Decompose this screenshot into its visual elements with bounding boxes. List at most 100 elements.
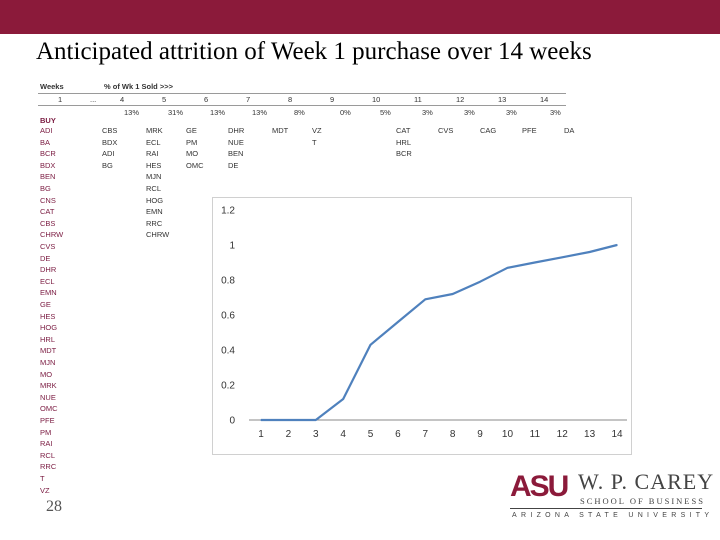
slide-title: Anticipated attrition of Week 1 purchase… [36, 38, 592, 65]
y-tick-label: 0.4 [221, 346, 235, 357]
asu-logo-mark: ASU [510, 470, 569, 503]
title-bar [0, 0, 720, 34]
y-tick-label: 1 [229, 241, 235, 252]
data-point [260, 419, 262, 421]
percent-cell: 31% [168, 108, 184, 117]
week-header: 13 [498, 95, 507, 104]
buy-ticker: MRK [40, 381, 57, 391]
ticker-cell: CHRW [146, 230, 170, 240]
buy-ticker: CNS [40, 195, 56, 205]
wp-carey-logo: ASU W. P. CAREY SCHOOL OF BUSINESS ARIZO… [510, 470, 714, 526]
ticker-cell: T [312, 137, 317, 147]
buy-ticker: CVS [40, 242, 56, 251]
buy-ticker: CHRW [40, 230, 64, 240]
chart-svg: 00.20.40.60.811.21 2 3 4 5 6 7 8 9 10 11 12 13 14 [221, 206, 627, 440]
y-tick-label: 1.2 [221, 206, 235, 217]
buy-label: BUY [40, 116, 56, 125]
percent-cell: 8% [294, 108, 305, 117]
percent-cell: 13% [252, 108, 268, 117]
ticker-cell: BEN [228, 149, 244, 159]
weeks-label: Weeks [40, 82, 64, 91]
buy-ticker: VZ [40, 485, 50, 495]
buy-ticker: CAT [40, 207, 55, 217]
ticker-cell: PM [186, 137, 198, 147]
ticker-cell: VZ [312, 126, 322, 135]
week-header: 14 [540, 95, 549, 104]
week-header: 8 [288, 95, 293, 104]
logo-name: W. P. CAREY [578, 469, 715, 494]
percent-cell: 5% [380, 108, 391, 117]
ticker-cell: BDX [102, 137, 118, 147]
data-point [534, 261, 536, 264]
ticker-cell: DHR [228, 126, 245, 135]
stock-table: Weeks % of Wk 1 Sold >>> 1... 4 5 6 7 8 9 10 11 1… [38, 80, 574, 540]
ticker-cell: HOG [146, 195, 164, 205]
x-tick-label: 4 [340, 429, 346, 440]
buy-ticker: EMN [40, 288, 57, 298]
x-tick-label: 13 [584, 429, 596, 440]
data-point [451, 293, 454, 295]
buy-ticker: PFE [40, 416, 55, 425]
buy-ticker: HRL [40, 334, 56, 344]
x-tick-label: 10 [502, 429, 514, 440]
buy-ticker: BCR [40, 149, 56, 159]
logo-school: SCHOOL OF BUSINESS [580, 496, 705, 506]
buy-ticker: RRC [40, 462, 57, 472]
ticker-cell: NUE [228, 137, 244, 147]
ticker-cell: DE [228, 160, 239, 170]
buy-ticker: DE [40, 253, 51, 263]
x-tick-label: 7 [423, 429, 429, 440]
buy-ticker: BDX [40, 160, 56, 170]
x-tick-label: 5 [368, 429, 374, 440]
ticker-cell: CBS [102, 126, 118, 135]
week-header: ... [90, 95, 97, 104]
buy-ticker: PM [40, 427, 52, 437]
buy-ticker: RAI [40, 439, 53, 449]
y-tick-label: 0 [229, 416, 235, 427]
buy-ticker: T [40, 474, 45, 483]
ticker-cell: MRK [146, 126, 163, 135]
week-header: 6 [204, 95, 209, 104]
buy-ticker: RCL [40, 450, 56, 460]
buy-ticker: MO [40, 369, 53, 379]
ticker-cell: CAT [396, 126, 411, 135]
buy-ticker: HOG [40, 323, 58, 333]
data-point [479, 280, 481, 283]
table-divider [38, 105, 566, 106]
table-divider [38, 93, 566, 94]
ticker-cell: CVS [438, 126, 454, 135]
buy-ticker: OMC [40, 404, 58, 414]
ticker-cell: BCR [396, 149, 412, 159]
ticker-cell: RRC [146, 218, 163, 228]
buy-ticker: GE [40, 300, 51, 309]
ticker-cell: MDT [272, 126, 289, 135]
ticker-cell: CAG [480, 126, 497, 135]
ticker-cell: HRL [396, 137, 412, 147]
week-header: 12 [456, 95, 465, 104]
percent-cell: 3% [550, 108, 561, 117]
logo-university: ARIZONA STATE UNIVERSITY [512, 512, 714, 519]
ticker-cell: ADI [102, 149, 115, 159]
data-point [342, 398, 344, 400]
data-point [369, 343, 372, 346]
buy-ticker: MJN [40, 358, 56, 367]
data-point [561, 256, 564, 259]
y-tick-label: 0.8 [221, 276, 235, 287]
data-point [588, 251, 591, 253]
y-tick-label: 0.6 [221, 311, 235, 322]
ticker-cell: GE [186, 126, 197, 135]
x-tick-label: 2 [286, 429, 292, 440]
ticker-cell: EMN [146, 207, 163, 217]
buy-ticker: BG [40, 184, 51, 193]
ticker-cell: PFE [522, 126, 537, 135]
percent-cell: 3% [464, 108, 475, 117]
week-header: 4 [120, 95, 125, 104]
buy-ticker: BA [40, 137, 51, 147]
x-tick-label: 1 [258, 429, 264, 440]
x-tick-label: 14 [611, 429, 623, 440]
x-tick-label: 8 [450, 429, 456, 440]
ticker-cell: OMC [186, 160, 204, 170]
x-tick-label: 12 [557, 429, 569, 440]
buy-ticker: ECL [40, 276, 55, 286]
week-header: 5 [162, 95, 167, 104]
